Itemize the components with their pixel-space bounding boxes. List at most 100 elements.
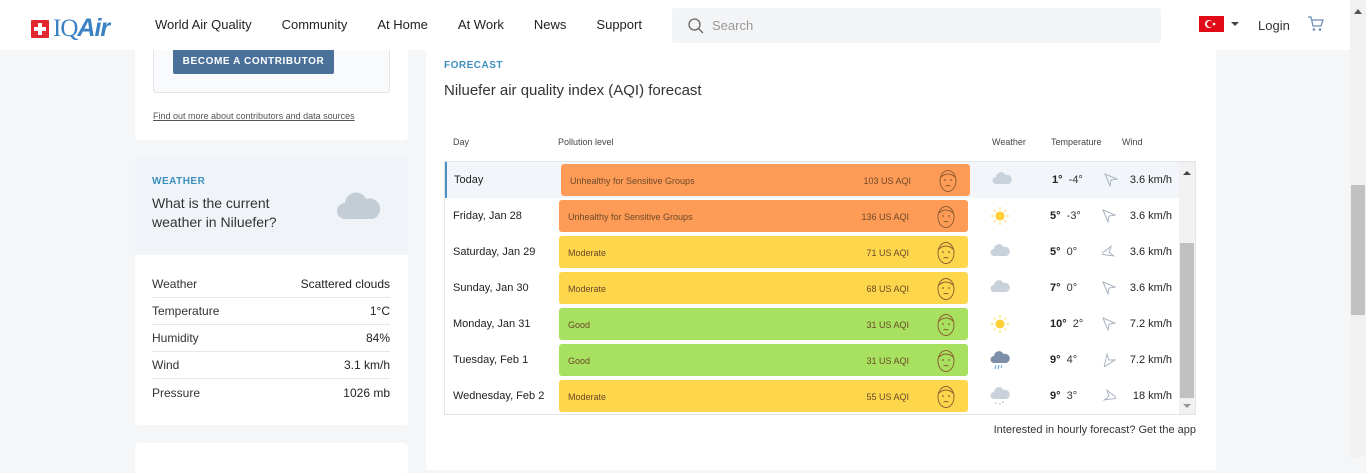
pollution-level: Moderate: [568, 284, 607, 294]
contributors-info-link[interactable]: Find out more about contributors and dat…: [153, 111, 355, 121]
aqi-bar: Unhealthy for Sensitive Groups 136 US AQ…: [559, 200, 968, 232]
nav-at-home[interactable]: At Home: [377, 17, 428, 32]
wind-speed: 3.6 km/h: [1129, 282, 1172, 294]
aqi-bar: Moderate 68 US AQI: [559, 272, 968, 304]
face-icon: [936, 349, 956, 375]
wind-direction-icon: [1102, 209, 1116, 223]
weather-card: WEATHER What is the current weather in N…: [135, 157, 408, 425]
wind-speed: 18 km/h: [1132, 390, 1172, 402]
forecast-day: Monday, Jan 31: [453, 318, 531, 330]
forecast-day: Tuesday, Feb 1: [453, 354, 529, 366]
become-contributor-button[interactable]: BECOME A CONTRIBUTOR: [173, 48, 334, 74]
table-scrollbar[interactable]: [1179, 162, 1195, 414]
sun-icon: [990, 207, 1010, 228]
search-icon: [688, 17, 704, 33]
forecast-panel: FORECAST Niluefer air quality index (AQI…: [426, 40, 1216, 470]
nav-world-air-quality[interactable]: World Air Quality: [155, 17, 252, 32]
hourly-forecast-app-link[interactable]: Interested in hourly forecast? Get the a…: [993, 424, 1196, 436]
weather-question: What is the current weather in Niluefer?: [152, 195, 277, 230]
face-icon: [936, 277, 956, 303]
forecast-table[interactable]: Wednesday, Feb 2 Moderate 55 US AQI 9° 3…: [444, 161, 1196, 415]
aqi-bar: Good 31 US AQI: [559, 308, 968, 340]
sun-icon: [990, 315, 1010, 336]
face-icon: [936, 313, 956, 339]
header-temperature: Temperature: [1051, 137, 1102, 147]
aqi-bar: Moderate 55 US AQI: [559, 380, 968, 412]
pollution-level: Good: [568, 320, 591, 330]
iqair-logo[interactable]: IQAir: [31, 14, 110, 43]
language-dropdown-caret-icon[interactable]: [1231, 22, 1239, 30]
forecast-row: Monday, Jan 31 Good 31 US AQI 10° 2° 7.2…: [445, 306, 1180, 342]
pollution-level: Unhealthy for Sensitive Groups: [570, 176, 695, 186]
forecast-row: Saturday, Jan 29 Moderate 71 US AQI 5° 0…: [445, 234, 1180, 270]
cloud-icon: [990, 243, 1010, 260]
wind-direction-icon: [1102, 245, 1116, 257]
forecast-day: Sunday, Jan 30: [453, 282, 529, 294]
weather-label: WEATHER: [152, 176, 206, 187]
aqi-value: 68 US AQI: [866, 284, 909, 294]
cloud-icon: [990, 279, 1010, 296]
swiss-cross-icon: [31, 19, 49, 38]
humidity-row: Humidity 84%: [152, 325, 390, 352]
forecast-row: Tuesday, Feb 1 Good 31 US AQI 9° 4° 7.2 …: [445, 342, 1180, 378]
wind-row: Wind 3.1 km/h: [152, 352, 390, 379]
forecast-title: Niluefer air quality index (AQI) forecas…: [444, 82, 702, 99]
search-placeholder: Search: [712, 18, 754, 33]
wind-direction-icon: [1102, 281, 1116, 295]
top-navbar: IQAir World Air Quality Community At Hom…: [0, 0, 1350, 50]
aqi-bar: Unhealthy for Sensitive Groups 103 US AQ…: [561, 164, 970, 196]
forecast-label: FORECAST: [444, 60, 503, 71]
cloud-icon: [337, 192, 381, 219]
face-icon: [936, 205, 956, 231]
forecast-day: Friday, Jan 28: [453, 210, 522, 222]
forecast-row: Wednesday, Feb 2 Moderate 55 US AQI 9° 3…: [445, 378, 1180, 414]
header-wind: Wind: [1122, 137, 1143, 147]
wind-speed: 3.6 km/h: [1129, 210, 1172, 222]
temperature: 10° 2°: [1050, 318, 1084, 330]
pollution-level: Good: [568, 356, 591, 366]
aqi-value: 71 US AQI: [866, 248, 909, 258]
login-link[interactable]: Login: [1258, 18, 1290, 33]
temperature-row: Temperature 1°C: [152, 298, 390, 325]
face-icon: [936, 385, 956, 411]
pollution-level: Unhealthy for Sensitive Groups: [568, 212, 693, 222]
temperature: 7° 0°: [1050, 282, 1078, 294]
nav-news[interactable]: News: [533, 17, 567, 32]
next-card: [135, 443, 408, 473]
temperature: 5° -3°: [1050, 210, 1081, 222]
temperature: 5° 0°: [1050, 246, 1078, 258]
temperature: 9° 4°: [1050, 354, 1078, 366]
nav-community[interactable]: Community: [281, 17, 348, 32]
aqi-value: 103 US AQI: [863, 176, 911, 186]
snow-icon: [990, 387, 1010, 410]
contributor-card: BECOME A CONTRIBUTOR Find out more about…: [135, 40, 408, 140]
aqi-value: 31 US AQI: [866, 356, 909, 366]
forecast-day: Saturday, Jan 29: [453, 246, 536, 258]
header-day: Day: [453, 137, 470, 147]
forecast-row: Today Unhealthy for Sensitive Groups 103…: [445, 162, 1180, 198]
nav-at-work[interactable]: At Work: [457, 17, 504, 32]
rain-icon: [990, 351, 1010, 374]
nav-support[interactable]: Support: [596, 17, 642, 32]
aqi-value: 55 US AQI: [866, 392, 909, 402]
cart-icon[interactable]: [1307, 16, 1324, 32]
wind-direction-icon: [1104, 173, 1118, 187]
temperature: 1° -4°: [1052, 174, 1083, 186]
turkey-flag-icon[interactable]: [1199, 16, 1224, 32]
aqi-bar: Moderate 71 US AQI: [559, 236, 968, 268]
wind-direction-icon: [1102, 317, 1116, 331]
page-scrollbar[interactable]: [1350, 0, 1366, 457]
aqi-bar: Good 31 US AQI: [559, 344, 968, 376]
forecast-row: Sunday, Jan 30 Moderate 68 US AQI 7° 0° …: [445, 270, 1180, 306]
face-icon: [938, 169, 958, 195]
wind-speed: 7.2 km/h: [1129, 318, 1172, 330]
forecast-row: Friday, Jan 28 Unhealthy for Sensitive G…: [445, 198, 1180, 234]
header-pollution: Pollution level: [558, 137, 614, 147]
pollution-level: Moderate: [568, 392, 607, 402]
search-input[interactable]: Search: [672, 8, 1161, 43]
header-weather: Weather: [992, 137, 1026, 147]
face-icon: [936, 241, 956, 267]
aqi-value: 136 US AQI: [861, 212, 909, 222]
forecast-day: Wednesday, Feb 2: [453, 390, 545, 402]
pollution-level: Moderate: [568, 248, 607, 258]
